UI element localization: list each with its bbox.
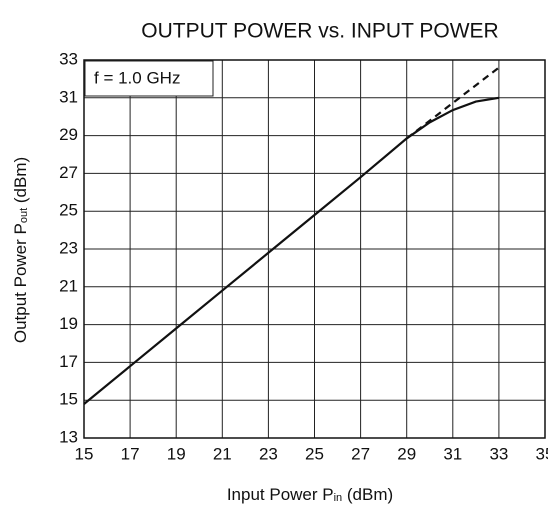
y-tick-label: 25 [59,201,78,220]
x-tick-label: 25 [305,444,324,463]
y-tick-label: 33 [59,49,78,68]
line-series [83,96,500,405]
x-tick-label: 35 [536,444,548,463]
y-label-main: Output Power P [11,223,30,343]
x-label-unit: (dBm) [342,485,393,504]
x-tick-label: 31 [443,444,462,463]
line-series [406,66,500,140]
y-tick-label: 23 [59,238,78,257]
x-tick-label: 19 [167,444,186,463]
x-label-main: Input Power P [227,485,334,504]
y-tick-label: 19 [59,314,78,333]
x-tick-label: 17 [121,444,140,463]
x-tick-label: 29 [397,444,416,463]
x-label-sub: in [334,492,343,504]
x-tick-label: 15 [75,444,94,463]
y-label-unit: (dBm) [11,157,30,208]
y-tick-label: 17 [59,352,78,371]
x-tick-label: 21 [213,444,232,463]
y-tick-label: 31 [59,87,78,106]
annotation-box [84,60,214,97]
y-label-sub: out [18,208,30,223]
y-tick-label: 15 [59,390,78,409]
x-axis-label: Input Power Pin (dBm) [227,485,393,504]
annotation: f = 1.0 GHz [94,68,180,87]
x-tick-label: 33 [489,444,508,463]
y-tick-label: 21 [59,276,78,295]
y-tick-label: 27 [59,163,78,182]
chart-title: OUTPUT POWER vs. INPUT POWER [141,20,498,43]
y-tick-label: 29 [59,125,78,144]
y-axis-label: Output Power Pout (dBm) [11,157,30,343]
y-tick-label: 13 [59,427,78,446]
x-tick-label: 23 [259,444,278,463]
x-tick-label: 27 [351,444,370,463]
plot-frame [83,59,546,439]
